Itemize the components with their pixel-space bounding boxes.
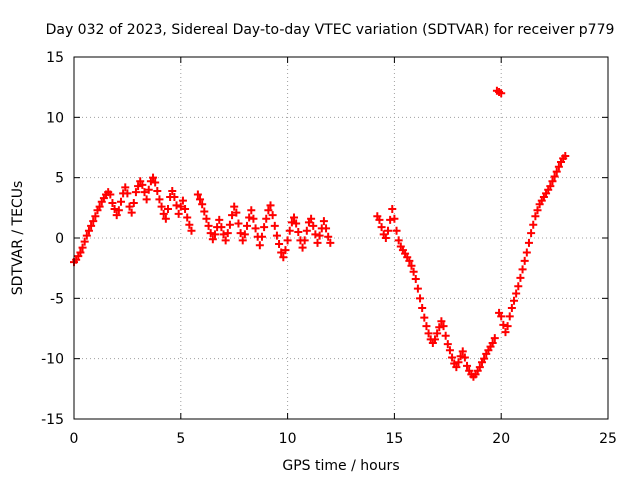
x-axis-label: GPS time / hours (282, 458, 399, 474)
data-point (414, 285, 422, 293)
data-point (416, 294, 424, 302)
y-tick-label: 15 (46, 50, 64, 66)
data-point (508, 304, 516, 312)
x-tick-label: 5 (176, 431, 185, 447)
data-point (256, 241, 264, 249)
data-point (247, 206, 255, 214)
data-point (519, 265, 527, 273)
data-point (523, 248, 531, 256)
sdtvar-chart: Day 032 of 2023, Sidereal Day-to-day VTE… (0, 0, 640, 480)
data-point (275, 240, 283, 248)
data-point (217, 223, 225, 231)
data-point (388, 205, 396, 213)
x-tick-labels: 0 5 10 15 20 25 (70, 431, 617, 447)
x-tick-label: 10 (279, 431, 297, 447)
y-tick-label: -10 (41, 352, 64, 368)
y-tick-label: -15 (41, 412, 64, 428)
data-point (301, 236, 309, 244)
data-point (506, 312, 514, 320)
data-point (499, 321, 507, 329)
data-point (234, 220, 242, 228)
data-point (418, 304, 426, 312)
data-point (258, 233, 266, 241)
data-point (529, 221, 537, 229)
data-point (516, 274, 524, 282)
data-point (514, 282, 522, 290)
data-point (286, 227, 294, 235)
data-point (202, 215, 210, 223)
data-point (183, 213, 191, 221)
data-point (205, 222, 213, 230)
data-point (512, 290, 520, 298)
data-point (527, 229, 535, 237)
data-point (226, 221, 234, 229)
data-points (70, 87, 569, 381)
data-point (117, 198, 125, 206)
data-point (386, 216, 394, 224)
data-point (175, 210, 183, 218)
data-point (153, 187, 161, 195)
x-tick-label: 0 (70, 431, 79, 447)
grid-lines (74, 57, 608, 419)
data-point (245, 213, 253, 221)
data-point (237, 229, 245, 237)
data-point (521, 257, 529, 265)
data-point (412, 275, 420, 283)
chart-title: Day 032 of 2023, Sidereal Day-to-day VTE… (46, 22, 615, 38)
data-point (322, 224, 330, 232)
y-tick-label: 5 (55, 171, 64, 187)
data-point (422, 322, 430, 330)
y-tick-labels: -15 -10 -5 0 5 10 15 (41, 50, 64, 428)
data-point (525, 239, 533, 247)
data-point (390, 215, 398, 223)
data-point (294, 228, 302, 236)
y-axis-label: SDTVAR / TECUs (10, 181, 26, 296)
x-tick-label: 15 (385, 431, 403, 447)
y-tick-label: 10 (46, 110, 64, 126)
data-point (143, 195, 151, 203)
data-point (173, 201, 181, 209)
data-point (260, 223, 268, 231)
data-point (420, 314, 428, 322)
data-point (314, 239, 322, 247)
y-tick-label: 0 (55, 231, 64, 247)
x-tick-label: 20 (492, 431, 510, 447)
x-tick-label: 25 (599, 431, 617, 447)
data-point (299, 244, 307, 252)
data-point (155, 195, 163, 203)
data-point (252, 224, 260, 232)
data-point (303, 227, 311, 235)
data-point (442, 332, 450, 340)
data-point (215, 216, 223, 224)
data-point (510, 297, 518, 305)
data-point (271, 222, 279, 230)
data-point (393, 227, 401, 235)
data-point (224, 229, 232, 237)
y-tick-label: -5 (50, 291, 64, 307)
data-point (311, 230, 319, 238)
data-point (320, 217, 328, 225)
data-point (243, 222, 251, 230)
data-point (249, 215, 257, 223)
data-point (200, 207, 208, 215)
